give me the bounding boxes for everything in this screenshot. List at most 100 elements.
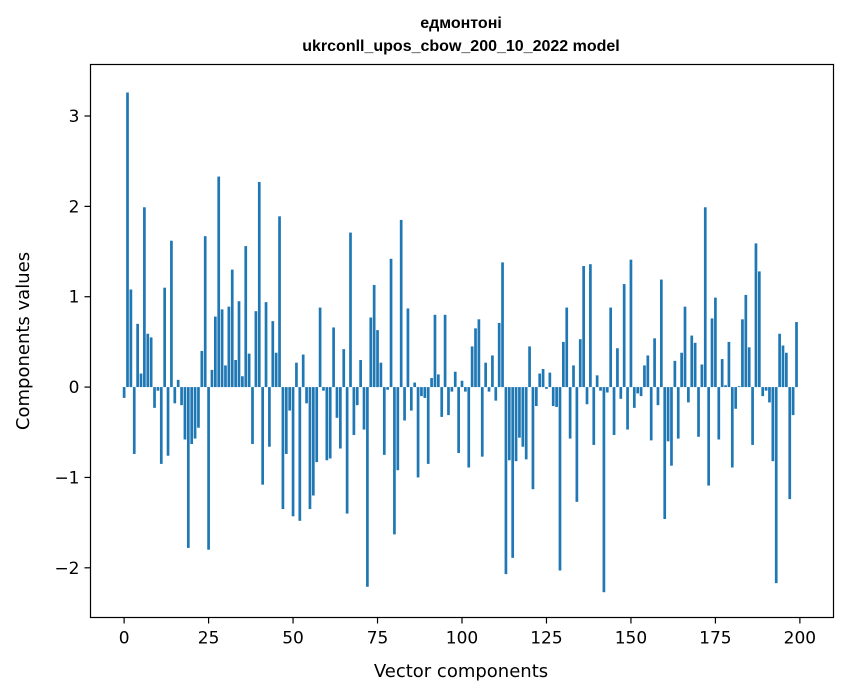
y-axis-ticks: −2 −1 0 1 2 3	[54, 107, 91, 579]
bar-96	[447, 387, 450, 416]
bar-111	[497, 322, 501, 388]
bar-188	[757, 271, 761, 388]
bar-71	[362, 387, 366, 430]
bar-58	[318, 307, 322, 388]
bar-195	[781, 345, 785, 388]
bar-163	[673, 360, 677, 388]
bar-91	[430, 378, 433, 388]
bar-52	[298, 387, 302, 521]
bar-95	[443, 314, 447, 388]
bar-121	[531, 387, 535, 490]
bar-51	[295, 362, 298, 388]
bar-34	[237, 301, 241, 388]
bar-107	[484, 362, 487, 388]
bar-129	[558, 387, 562, 571]
x-tick-label-0: 0	[119, 629, 130, 649]
bar-38	[251, 387, 254, 445]
bar-86	[413, 382, 417, 388]
y-tick-label-0: 0	[69, 378, 80, 398]
bar-47	[281, 387, 285, 510]
bar-175	[714, 297, 717, 388]
bar-143	[605, 387, 609, 393]
bar-185	[747, 347, 751, 388]
bar-132	[568, 387, 572, 439]
bar-70	[359, 359, 362, 388]
bar-43	[268, 387, 271, 447]
bar-23	[200, 350, 204, 388]
bar-147	[619, 387, 623, 399]
bar-100	[460, 380, 464, 388]
bar-4	[136, 323, 139, 388]
bar-92	[433, 314, 437, 388]
bar-15	[173, 387, 177, 404]
bar-76	[379, 362, 383, 388]
bar-56	[311, 387, 315, 496]
bar-67	[349, 232, 352, 388]
bar-98	[453, 371, 457, 388]
x-tick-label-150: 150	[615, 629, 647, 649]
bar-144	[609, 307, 613, 388]
bar-13	[166, 387, 170, 456]
x-tick-label-25: 25	[198, 629, 220, 649]
bar-69	[355, 387, 359, 406]
bar-134	[575, 387, 579, 502]
bar-151	[632, 387, 636, 408]
bar-21	[193, 387, 197, 439]
bar-41	[261, 387, 264, 485]
bar-173	[707, 387, 710, 486]
bar-11	[159, 387, 163, 464]
y-axis-label: Components values	[13, 252, 34, 430]
bar-12	[163, 287, 167, 388]
x-tick-label-200: 200	[784, 629, 816, 649]
bar-193	[774, 387, 778, 584]
bar-6	[143, 207, 146, 388]
bar-103	[470, 346, 474, 388]
bar-149	[626, 387, 629, 430]
bar-109	[491, 355, 494, 388]
x-tick-label-75: 75	[367, 629, 389, 649]
bar-120	[528, 346, 531, 388]
bar-16	[176, 379, 180, 388]
bar-133	[572, 365, 575, 388]
bar-192	[771, 387, 775, 462]
bar-42	[264, 302, 268, 388]
bar-94	[440, 387, 444, 417]
bar-66	[345, 387, 349, 514]
bar-75	[376, 330, 379, 388]
bar-159	[660, 279, 663, 388]
bar-29	[220, 309, 224, 388]
bar-191	[768, 387, 771, 403]
bar-126	[548, 372, 552, 388]
bar-39	[254, 311, 258, 388]
bar-105	[477, 319, 481, 388]
bar-139	[592, 387, 596, 445]
bar-197	[788, 387, 792, 500]
bar-119	[524, 387, 528, 460]
bar-20	[190, 387, 194, 445]
bar-73	[369, 317, 373, 388]
bar-178	[724, 385, 727, 388]
bar-110	[494, 387, 498, 401]
bar-36	[244, 246, 248, 388]
bar-87	[416, 387, 420, 478]
bar-135	[578, 339, 582, 388]
y-tick-label-3: 3	[69, 107, 80, 127]
bar-1	[126, 92, 129, 388]
bar-172	[703, 207, 707, 388]
bar-155	[646, 355, 650, 388]
bar-164	[676, 387, 680, 439]
bar-7	[146, 333, 150, 388]
bar-157	[653, 338, 656, 388]
bar-196	[785, 352, 788, 388]
bar-14	[170, 240, 173, 388]
bar-141	[599, 387, 602, 391]
y-tick-label-1: 1	[69, 288, 80, 308]
bar-153	[639, 387, 643, 397]
bar-131	[565, 307, 569, 388]
chart-subtitle: ukrconll_upos_cbow_200_10_2022 model	[302, 38, 619, 55]
bar-0	[122, 387, 126, 398]
bar-63	[335, 387, 339, 418]
bar-184	[744, 294, 748, 388]
bar-168	[690, 335, 694, 388]
bar-182	[737, 386, 741, 388]
